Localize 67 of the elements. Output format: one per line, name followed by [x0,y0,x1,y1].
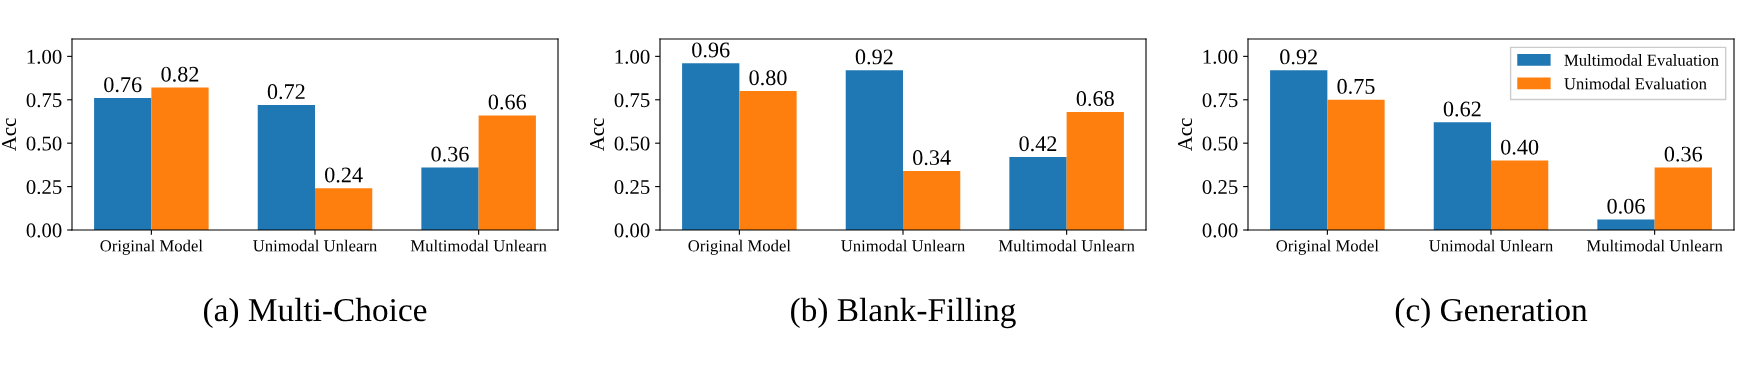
data-label: 0.42 [1019,136,1057,152]
bar [1491,160,1549,230]
y-tick-label: 1.00 [1203,49,1238,64]
data-label: 0.24 [325,167,363,183]
x-tick-label: Unimodal Unlearn [841,239,965,252]
bar [682,63,740,230]
x-tick-label: Multimodal Unlearn [1586,239,1723,252]
data-label: 0.62 [1443,101,1481,117]
legend-label: Unimodal Evaluation [1564,77,1707,90]
y-tick-label: 1.00 [615,49,650,64]
bar [94,98,152,230]
bar [478,115,536,230]
bar [257,104,315,230]
text: (b) Blank-Filling [791,297,1016,329]
data-label: 0.66 [488,94,527,110]
text: (c) Generation [1395,297,1588,329]
data-label: 0.96 [692,42,730,58]
y-tick-label: 0.50 [1202,136,1238,151]
y-tick-label: 0.75 [614,93,650,108]
data-label: 0.36 [1664,146,1703,162]
bar [1433,122,1491,230]
x-tick-label: Original Model [688,239,791,255]
data-label: 0.76 [104,77,142,93]
x-tick-label: Original Model [1276,239,1379,255]
data-label: 0.40 [1501,139,1539,155]
bar [1654,167,1712,230]
data-label: 0.68 [1076,91,1114,107]
x-tick-label: Unimodal Unlearn [1429,239,1553,252]
y-axis-title: Acc [590,118,605,152]
y-tick-label: 0.75 [26,93,62,108]
legend-label: Multimodal Evaluation [1564,54,1719,66]
bar [845,70,903,230]
data-label: 0.82 [161,66,199,82]
data-label: 0.75 [1337,78,1375,94]
bar [1327,99,1385,230]
y-tick-label: 0.25 [1202,179,1238,195]
bar [903,170,961,230]
bar [1066,111,1124,230]
y-axis-title: Acc [2,118,17,152]
data-label: 0.80 [749,70,787,86]
data-label: 0.06 [1607,198,1645,214]
data-label: 0.92 [855,49,893,65]
bar [315,188,373,230]
y-tick-label: 0.50 [614,136,650,151]
data-label: 0.72 [267,84,305,100]
y-tick-label: 0.00 [1202,223,1238,238]
data-label: 0.36 [431,146,469,162]
data-label: 0.92 [1280,49,1317,65]
bar [1009,157,1067,230]
y-tick-label: 0.75 [1202,93,1238,108]
bar [739,91,797,230]
bar [1270,70,1328,230]
y-axis-title: Acc [1178,118,1193,152]
data-label: 0.34 [913,150,951,166]
x-tick-label: Original Model [100,239,203,255]
bar [151,87,209,230]
y-tick-label: 1.00 [27,49,62,64]
x-tick-label: Multimodal Unlearn [410,239,547,252]
text: (a) Multi-Choice [203,297,427,329]
y-tick-label: 0.00 [614,223,650,238]
y-tick-label: 0.50 [26,136,62,151]
x-tick-label: Unimodal Unlearn [253,239,377,252]
bar [421,167,479,230]
y-tick-label: 0.25 [614,179,650,195]
y-tick-label: 0.25 [26,179,62,195]
x-tick-label: Multimodal Unlearn [998,239,1135,252]
y-tick-label: 0.00 [26,223,62,238]
